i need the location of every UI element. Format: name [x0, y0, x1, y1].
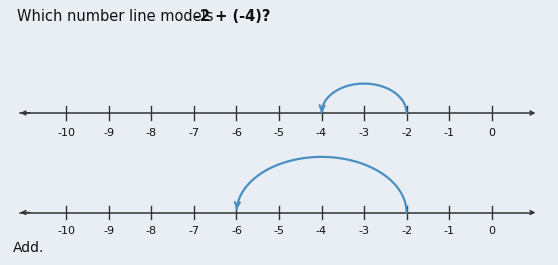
- Text: -3: -3: [359, 226, 369, 236]
- Text: -8: -8: [146, 226, 157, 236]
- Text: 0: 0: [488, 226, 495, 236]
- Text: Which number line models: Which number line models: [17, 9, 218, 24]
- Text: -4: -4: [316, 226, 327, 236]
- Text: -7: -7: [189, 226, 200, 236]
- Text: -2: -2: [401, 226, 412, 236]
- Text: -9: -9: [103, 128, 114, 138]
- Text: -7: -7: [189, 128, 200, 138]
- Text: 0: 0: [488, 128, 495, 138]
- Text: -5: -5: [273, 226, 285, 236]
- Text: -6: -6: [231, 226, 242, 236]
- Text: -5: -5: [273, 128, 285, 138]
- Text: -6: -6: [231, 128, 242, 138]
- Text: -8: -8: [146, 128, 157, 138]
- Text: -9: -9: [103, 226, 114, 236]
- Text: -1: -1: [444, 226, 455, 236]
- Text: -10: -10: [57, 226, 75, 236]
- Text: Add.: Add.: [12, 241, 44, 255]
- Text: -1: -1: [444, 128, 455, 138]
- Text: -2 + (-4)?: -2 + (-4)?: [194, 9, 271, 24]
- Text: -2: -2: [401, 128, 412, 138]
- Text: -4: -4: [316, 128, 327, 138]
- Text: -10: -10: [57, 128, 75, 138]
- Text: -3: -3: [359, 128, 369, 138]
